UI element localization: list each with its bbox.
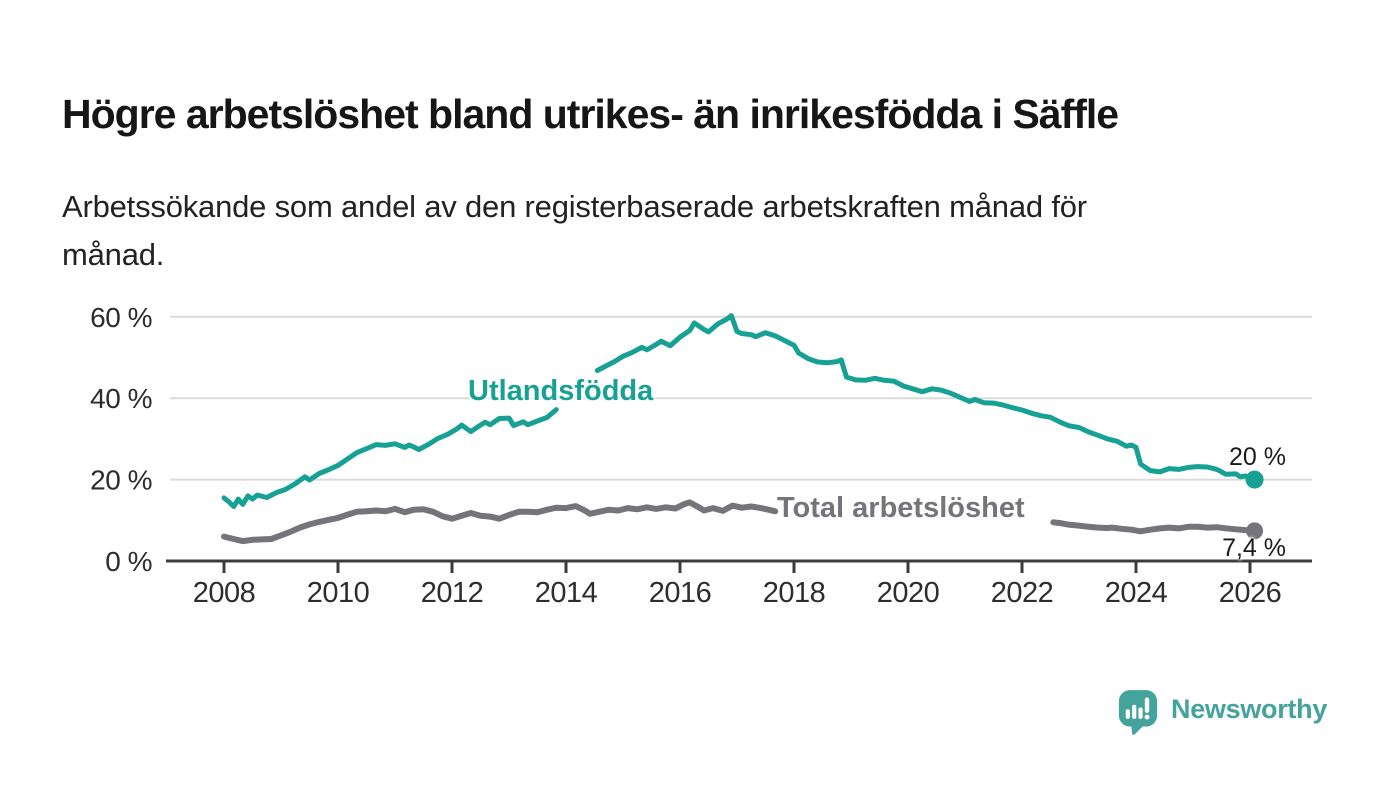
logo-bar-tall <box>1132 704 1137 719</box>
series-line-1 <box>1050 519 1258 535</box>
series-end-dot-0 <box>1245 470 1264 489</box>
series-label-total-arbetsloshet: Total arbetslöshet <box>777 492 1025 524</box>
logo-bar-medium <box>1138 707 1143 719</box>
x-tick-label: 2012 <box>421 577 484 609</box>
newsworthy-logo[interactable]: Newsworthy <box>1118 689 1327 735</box>
x-tick-label: 2010 <box>307 577 370 609</box>
series-line-0 <box>594 313 1258 483</box>
series-label-utlandsfodda: Utlandsfödda <box>468 375 654 407</box>
y-tick-label: 60 % <box>90 302 152 333</box>
series-line-1 <box>221 499 779 545</box>
x-tick-label: 2022 <box>991 577 1054 609</box>
end-value-label-total: 7,4 % <box>1222 534 1286 562</box>
logo-exclamation-bar <box>1144 697 1150 713</box>
x-tick-label: 2016 <box>649 577 712 609</box>
x-tick-label: 2018 <box>763 577 826 609</box>
logo-bar-small <box>1125 709 1130 719</box>
newsworthy-logo-icon <box>1118 690 1158 735</box>
newsworthy-wordmark: Newsworthy <box>1171 693 1328 724</box>
logo-exclamation-dot <box>1144 714 1150 720</box>
y-tick-label: 0 % <box>105 546 152 577</box>
chart-subtitle-line2: månad. <box>62 237 165 272</box>
y-tick-label: 40 % <box>90 383 152 414</box>
series-line-0 <box>221 407 559 509</box>
x-tick-label: 2026 <box>1219 577 1282 609</box>
x-tick-label: 2014 <box>535 577 598 609</box>
y-tick-label: 20 % <box>90 465 152 496</box>
series-end-dot-1 <box>1246 522 1264 540</box>
chart-subtitle: Arbetssökande som andel av den registerb… <box>62 183 1087 279</box>
x-tick-label: 2024 <box>1105 577 1168 609</box>
chart-title: Högre arbetslöshet bland utrikes- än inr… <box>62 91 1119 138</box>
end-value-label-utlandsfodda: 20 % <box>1229 443 1286 471</box>
chart-subtitle-line1: Arbetssökande som andel av den registerb… <box>62 189 1087 224</box>
x-tick-label: 2020 <box>877 577 940 609</box>
x-tick-label: 2008 <box>193 577 256 609</box>
